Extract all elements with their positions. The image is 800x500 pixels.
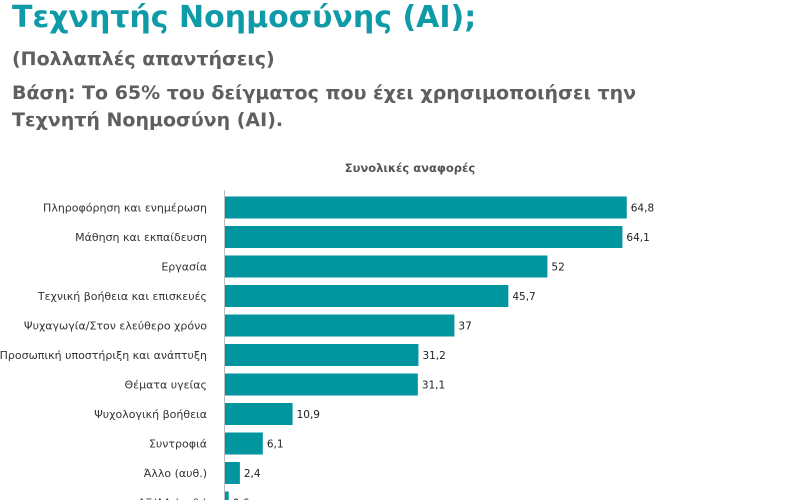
- category-label: Πληροφόρηση και ενημέρωση: [43, 202, 207, 215]
- category-label: Μάθηση και εκπαίδευση: [75, 231, 207, 244]
- bar-chart: Συνολικές αναφορές Πληροφόρηση και ενημέ…: [0, 161, 654, 500]
- bar: [225, 285, 509, 307]
- value-label: 64,8: [631, 203, 654, 215]
- bar: [225, 432, 263, 455]
- value-label: 0,6: [233, 498, 250, 500]
- bar: [225, 314, 455, 337]
- value-label: 10,9: [297, 409, 320, 421]
- value-label: 2,4: [244, 468, 261, 480]
- bar: [225, 255, 548, 278]
- page-title: Τεχνητής Νοημοσύνης (AI);: [12, 0, 477, 35]
- value-label: 6,1: [267, 439, 284, 451]
- category-label: Ψυχαγωγία/Στον ελεύθερο χρόνο: [24, 320, 207, 333]
- page-subtitle: (Πολλαπλές απαντήσεις): [12, 48, 275, 70]
- bar: [225, 196, 627, 219]
- value-label: 31,2: [422, 350, 445, 362]
- category-label: Άλλο (αυθ.): [144, 467, 207, 480]
- category-label: Συντροφιά: [149, 438, 207, 451]
- value-label: 31,1: [422, 380, 445, 392]
- bar: [225, 373, 418, 396]
- value-label: 37: [458, 321, 471, 333]
- value-label: 64,1: [626, 232, 649, 244]
- category-label: ΑΞ/ΔΑ (αυθ.): [138, 497, 207, 500]
- value-label: 52: [551, 262, 564, 274]
- sample-base-note: Βάση: Το 65% του δείγματος που έχει χρησ…: [12, 82, 637, 131]
- chart-title: Συνολικές αναφορές: [345, 161, 476, 175]
- bar: [225, 344, 419, 366]
- category-label: Προσωπική υποστήριξη και ανάπτυξη: [0, 349, 207, 362]
- category-label: Εργασία: [161, 261, 207, 274]
- bar: [225, 226, 623, 248]
- value-label: 45,7: [512, 291, 535, 303]
- bar: [225, 462, 240, 484]
- category-label: Ψυχολογική βοήθεια: [94, 408, 207, 421]
- bar: [225, 491, 229, 500]
- category-label: Τεχνική βοήθεια και επισκευές: [37, 290, 207, 303]
- bar: [225, 403, 293, 425]
- category-label: Θέματα υγείας: [125, 379, 207, 392]
